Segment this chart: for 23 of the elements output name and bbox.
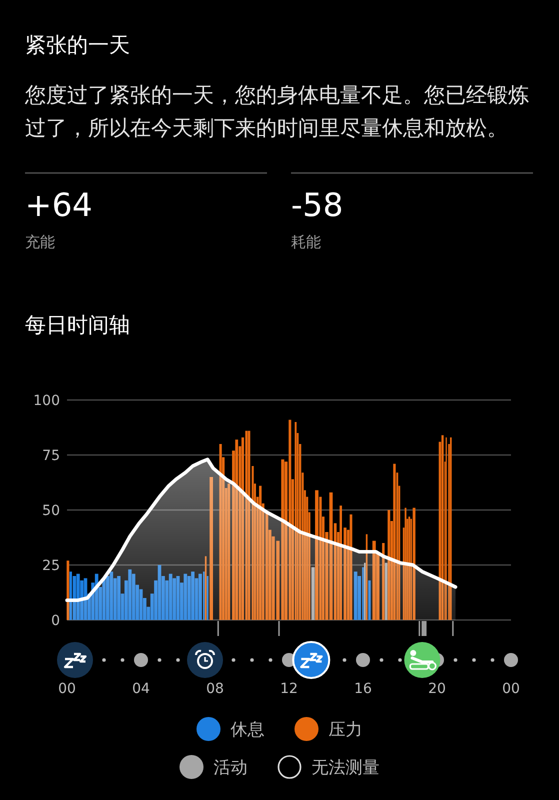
x-tick-label: 00	[502, 681, 520, 697]
y-tick-label: 0	[51, 612, 60, 629]
x-tick-label: 00	[58, 681, 76, 697]
y-tick-label: 25	[42, 558, 60, 574]
legend-label: 压力	[328, 720, 362, 740]
y-tick-label: 50	[42, 502, 60, 519]
text: 您度过了紧张的一天，您的身体电量不足。您已经锻炼过了，所以在今天剩下来的时间里尽量休息和放松。	[24, 83, 529, 140]
legend-label: 休息	[230, 720, 264, 740]
x-tick-label: 16	[354, 681, 372, 697]
legend-label: 无法测量	[312, 758, 380, 778]
chart-title: 每日时间轴	[25, 313, 130, 337]
text: +64	[25, 186, 93, 224]
x-tick-label: 20	[428, 681, 446, 697]
legend-label: 活动	[214, 758, 248, 778]
text: -58	[291, 186, 344, 224]
text: 紧张的一天	[25, 33, 130, 57]
x-tick-label: 12	[280, 681, 298, 697]
x-tick-label: 08	[206, 681, 224, 697]
y-tick-label: 100	[33, 392, 60, 409]
y-tick-label: 75	[42, 448, 60, 464]
x-tick-label: 04	[132, 681, 150, 697]
text: 充能	[25, 233, 55, 251]
text: 耗能	[291, 233, 321, 251]
